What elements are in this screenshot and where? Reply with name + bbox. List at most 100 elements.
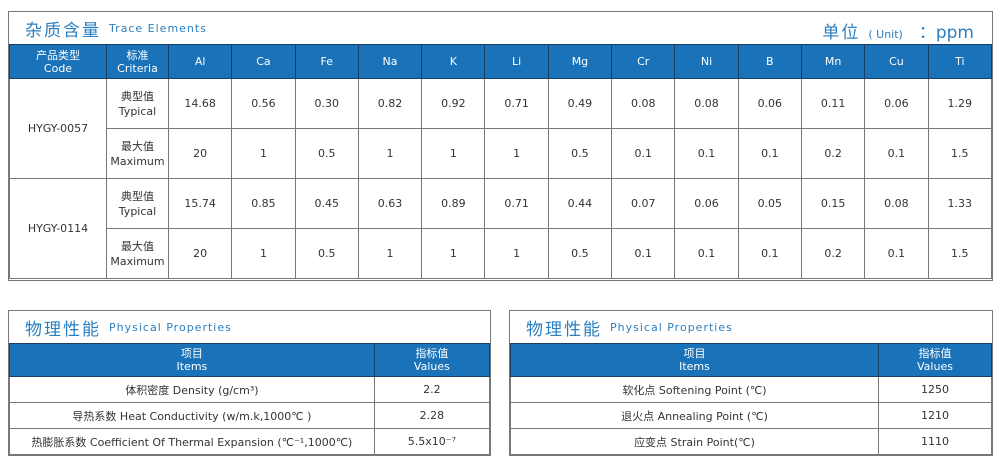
value-cell: 0.2 (800, 228, 866, 279)
value-cell: 15.74 (167, 178, 233, 229)
header-items: 项目 Items (9, 343, 375, 377)
unit-label: 单位 ( Unit) ：ppm (822, 18, 974, 43)
unit-cn: 单位 (822, 23, 861, 43)
value-cell: 0.5 (294, 128, 359, 179)
value-cell: 0.63 (357, 178, 423, 229)
value-cell: 0.5 (547, 128, 613, 179)
header-element: Li (484, 44, 549, 79)
value-cell: 1.5 (927, 228, 993, 279)
product-code: HYGY-0114 (9, 178, 107, 279)
value-cell: 0.2 (800, 128, 866, 179)
header-element: Fe (294, 44, 359, 79)
header-element: Na (357, 44, 423, 79)
item-cell: 软化点 Softening Point (℃) (510, 376, 879, 403)
criteria-cell: 典型值 Typical (106, 178, 169, 229)
title-cn: 杂质含量 (25, 20, 101, 41)
table-row: 应变点 Strain Point(℃) 1110 (510, 428, 993, 455)
item-cell: 退火点 Annealing Point (℃) (510, 402, 879, 429)
value-cell: 1.5 (927, 128, 993, 179)
value-cell: 0.1 (737, 128, 802, 179)
value-cell: 0.1 (674, 228, 739, 279)
value-cell: 1250 (877, 376, 993, 403)
value-cell: 0.82 (357, 78, 423, 129)
value-cell: 0.06 (674, 178, 739, 229)
header-criteria: 标准 Criteria (106, 44, 169, 79)
value-cell: 0.5 (294, 228, 359, 279)
value-cell: 2.28 (373, 402, 491, 429)
physical-properties-panel-right: 物理性能 Physical Properties 项目 Items 指标值 Value… (509, 310, 993, 456)
criteria-cell: 典型值 Typical (106, 78, 169, 129)
value-cell: 20 (167, 128, 233, 179)
value-cell: 0.15 (800, 178, 866, 229)
value-cell: 0.44 (547, 178, 613, 229)
table-row: 退火点 Annealing Point (℃) 1210 (510, 402, 993, 429)
value-cell: 1.29 (927, 78, 993, 129)
value-cell: 0.1 (864, 128, 929, 179)
value-cell: 0.1 (737, 228, 802, 279)
value-cell: 0.1 (864, 228, 929, 279)
value-cell: 1 (484, 128, 549, 179)
table-row: HYGY-0114 典型值 Typical 15.74 0.85 0.45 0.63 0.89… (9, 178, 993, 279)
trace-title: 杂质含量 Trace Elements (9, 12, 992, 44)
trace-elements-table: 产品类型 Code 标准 Criteria Al Ca Fe Na K Li Mg Cr Ni B Mn… (9, 44, 993, 279)
value-cell: 5.5x10⁻⁷ (373, 428, 491, 455)
table-row: 最大值 Maximum 20 1 0.5 1 1 1 0.5 0.1 0.1 0.1 0.2 0.1 1.5 (10, 128, 993, 179)
value-cell: 0.1 (611, 128, 676, 179)
value-cell: 0.08 (864, 178, 929, 229)
value-cell: 1.33 (927, 178, 993, 229)
value-cell: 0.11 (800, 78, 866, 129)
value-cell: 1 (231, 128, 296, 179)
value-cell: 1 (421, 128, 486, 179)
value-cell: 1 (357, 228, 423, 279)
unit-value: ：ppm (918, 23, 974, 43)
value-cell: 0.30 (294, 78, 359, 129)
value-cell: 0.71 (484, 78, 549, 129)
header-items: 项目 Items (510, 343, 879, 377)
value-cell: 0.08 (674, 78, 739, 129)
header-element: K (421, 44, 486, 79)
value-cell: 0.49 (547, 78, 613, 129)
value-cell: 0.5 (547, 228, 613, 279)
value-cell: 2.2 (373, 376, 491, 403)
item-cell: 应变点 Strain Point(℃) (510, 428, 879, 455)
product-code: HYGY-0057 (9, 78, 107, 179)
physical-properties-panel-left: 物理性能 Physical Properties 项目 Items 指标值 Value… (8, 310, 491, 456)
header-code: 产品类型 Code (9, 44, 107, 79)
value-cell: 1 (357, 128, 423, 179)
value-cell: 0.07 (611, 178, 676, 229)
physical-properties-table: 项目 Items 指标值 Values 体积密度 Density (g/cm³) 2.2… (9, 343, 491, 455)
value-cell: 1 (484, 228, 549, 279)
value-cell: 0.1 (611, 228, 676, 279)
item-cell: 体积密度 Density (g/cm³) (9, 376, 375, 403)
value-cell: 0.08 (611, 78, 676, 129)
header-values: 指标值 Values (877, 343, 993, 377)
value-cell: 0.06 (737, 78, 802, 129)
value-cell: 0.71 (484, 178, 549, 229)
header-element: Al (167, 44, 233, 79)
unit-en: ( Unit) (868, 28, 903, 41)
value-cell: 20 (167, 228, 233, 279)
trace-elements-panel: 杂质含量 Trace Elements 单位 ( Unit) ：ppm 产品类型… (8, 11, 993, 281)
header-element: Cu (864, 44, 929, 79)
header-values: 指标值 Values (373, 343, 491, 377)
value-cell: 0.1 (674, 128, 739, 179)
header-element: Ti (927, 44, 993, 79)
header-element: Cr (611, 44, 676, 79)
header-element: Ca (231, 44, 296, 79)
value-cell: 0.89 (421, 178, 486, 229)
header-element: Mn (800, 44, 866, 79)
value-cell: 0.45 (294, 178, 359, 229)
value-cell: 14.68 (167, 78, 233, 129)
physical-title: 物理性能 Physical Properties (526, 319, 733, 340)
physical-properties-table: 项目 Items 指标值 Values 软化点 Softening Point (℃)… (510, 343, 993, 455)
item-cell: 热膨胀系数 Coefficient Of Thermal Expansion (… (9, 428, 375, 455)
header-element: Ni (674, 44, 739, 79)
value-cell: 1 (231, 228, 296, 279)
header-element: B (737, 44, 802, 79)
table-row: 导热系数 Heat Conductivity (w/m.k,1000℃ ) 2.2… (9, 402, 491, 429)
value-cell: 0.06 (864, 78, 929, 129)
value-cell: 0.85 (231, 178, 296, 229)
header-element: Mg (547, 44, 613, 79)
table-row: 最大值 Maximum 20 1 0.5 1 1 1 0.5 0.1 0.1 0.1 0.2 0.1 1.5 (10, 228, 993, 279)
criteria-cell: 最大值 Maximum (106, 228, 169, 279)
